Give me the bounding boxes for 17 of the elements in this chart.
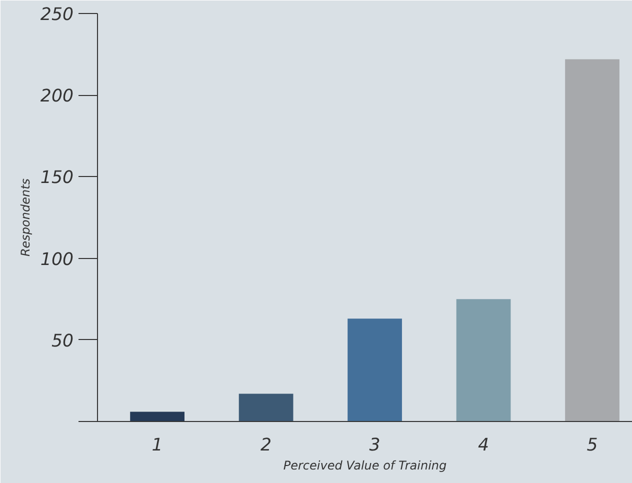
y-tick-label: 250 <box>40 5 74 25</box>
y-tick-label: 150 <box>40 168 74 188</box>
x-axis-title: Perceived Value of Training <box>283 458 448 472</box>
x-tick-label: 5 <box>586 436 598 456</box>
y-tick-label: 200 <box>40 86 74 107</box>
bar <box>565 59 620 422</box>
x-tick-label: 4 <box>478 436 490 456</box>
bar <box>238 394 294 422</box>
bar <box>456 299 511 422</box>
x-tick-label: 2 <box>260 436 272 456</box>
y-tick-label: 50 <box>51 331 74 352</box>
x-tick-label: 1 <box>152 436 163 456</box>
y-tick-label: 100 <box>40 250 74 270</box>
bar <box>130 412 184 422</box>
bar <box>348 318 402 422</box>
y-axis-title: Respondents <box>18 178 32 257</box>
x-tick-label: 3 <box>369 436 380 456</box>
